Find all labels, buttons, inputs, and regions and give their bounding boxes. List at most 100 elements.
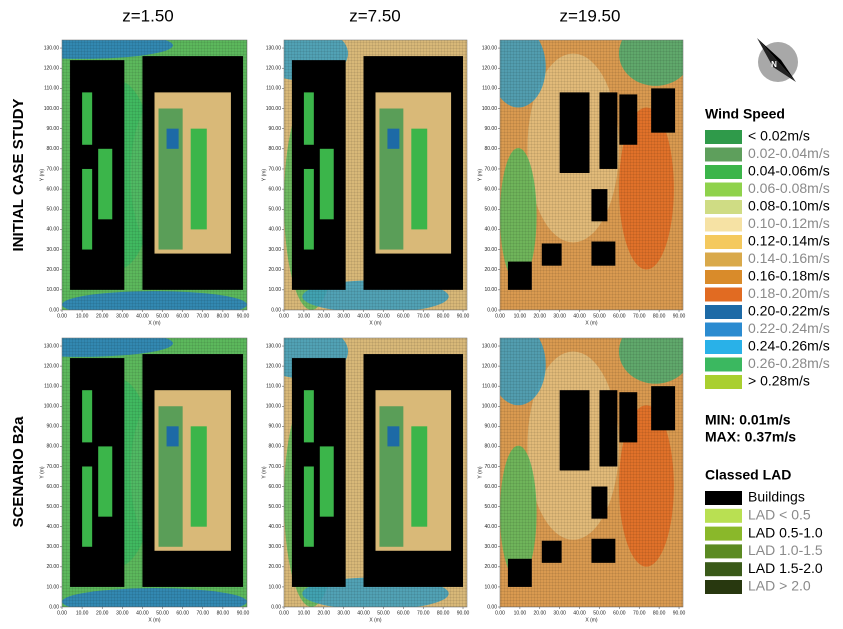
y-tick-label: 20.00 — [46, 564, 59, 570]
y-tick-label: 120.00 — [482, 363, 498, 369]
compass-label: N — [771, 60, 777, 69]
legend-title: Wind Speed — [705, 106, 785, 122]
y-tick-label: 10.00 — [484, 287, 497, 293]
y-tick-label: 80.00 — [268, 444, 281, 450]
legend-label: 0.02-0.04m/s — [748, 145, 830, 161]
building — [592, 241, 616, 265]
y-axis-label: Y (m) — [261, 466, 267, 478]
x-tick-label: 40.00 — [573, 610, 586, 616]
x-axis-label: X (m) — [148, 617, 161, 623]
y-tick-label: 110.00 — [482, 384, 497, 390]
y-tick-label: 50.00 — [268, 207, 281, 213]
legend-swatch — [705, 165, 742, 179]
y-tick-label: 20.00 — [484, 267, 497, 273]
y-tick-label: 70.00 — [484, 166, 497, 172]
y-axis-label: Y (m) — [39, 169, 45, 181]
x-tick-label: 20.00 — [318, 610, 331, 616]
y-tick-label: 70.00 — [268, 464, 281, 470]
vegetation — [320, 446, 334, 516]
building — [70, 358, 124, 587]
wind-map: 0.0010.0020.0030.0040.0050.0060.0070.008… — [257, 27, 470, 327]
y-axis-label: Y (m) — [39, 466, 45, 478]
y-tick-label: 90.00 — [268, 424, 281, 430]
y-tick-label: 90.00 — [46, 424, 59, 430]
y-tick-label: 110.00 — [44, 86, 59, 92]
column-header: z=1.50 — [122, 6, 174, 25]
x-tick-label: 40.00 — [136, 313, 149, 319]
x-tick-label: 90.00 — [673, 313, 686, 319]
building — [560, 390, 590, 470]
x-tick-label: 10.00 — [298, 610, 311, 616]
y-tick-label: 20.00 — [46, 267, 59, 273]
y-tick-label: 10.00 — [268, 287, 281, 293]
y-tick-label: 40.00 — [46, 524, 59, 530]
legend-label: 0.04-0.06m/s — [748, 163, 830, 179]
y-tick-label: 100.00 — [266, 106, 282, 112]
map-area — [491, 21, 692, 310]
vegetation — [304, 466, 314, 546]
y-tick-label: 130.00 — [482, 343, 498, 349]
x-tick-label: 60.00 — [613, 313, 626, 319]
y-tick-label: 120.00 — [482, 66, 498, 72]
legend-swatch — [705, 323, 742, 337]
y-tick-label: 70.00 — [46, 464, 59, 470]
y-tick-label: 110.00 — [482, 86, 497, 92]
x-tick-label: 90.00 — [457, 610, 470, 616]
y-tick-label: 90.00 — [46, 126, 59, 132]
vegetation — [82, 92, 92, 144]
legend-swatch — [705, 130, 742, 144]
y-tick-label: 130.00 — [266, 343, 282, 349]
legend-label: < 0.02m/s — [748, 128, 810, 144]
x-tick-label: 80.00 — [653, 313, 666, 319]
y-tick-label: 70.00 — [46, 166, 59, 172]
x-tick-label: 80.00 — [437, 610, 450, 616]
wind-map: 0.0010.0020.0030.0040.0050.0060.0070.008… — [0, 330, 249, 623]
legend-label: LAD > 2.0 — [748, 578, 811, 594]
x-axis-label: X (m) — [585, 320, 598, 326]
legend-swatch — [705, 544, 742, 558]
x-tick-label: 10.00 — [76, 313, 89, 319]
x-tick-label: 30.00 — [116, 313, 129, 319]
y-tick-label: 60.00 — [46, 484, 59, 490]
x-axis-label: X (m) — [369, 617, 382, 623]
x-tick-label: 30.00 — [337, 313, 350, 319]
column-header: z=19.50 — [560, 6, 621, 25]
y-tick-label: 100.00 — [44, 106, 60, 112]
y-tick-label: 0.00 — [487, 307, 497, 313]
y-tick-label: 80.00 — [268, 146, 281, 152]
vegetation — [304, 169, 314, 250]
x-tick-label: 40.00 — [573, 313, 586, 319]
x-tick-label: 50.00 — [593, 610, 606, 616]
vegetation — [304, 390, 314, 442]
legend-label: 0.26-0.28m/s — [748, 355, 830, 371]
x-tick-label: 20.00 — [318, 313, 331, 319]
x-tick-label: 40.00 — [136, 610, 149, 616]
y-axis-label: Y (m) — [477, 169, 483, 181]
legend-swatch — [705, 200, 742, 214]
x-tick-label: 60.00 — [613, 610, 626, 616]
y-tick-label: 90.00 — [484, 424, 497, 430]
y-tick-label: 40.00 — [268, 524, 281, 530]
x-axis-label: X (m) — [148, 320, 161, 326]
building — [70, 60, 124, 290]
y-tick-label: 0.00 — [49, 307, 59, 313]
legend-label: > 0.28m/s — [748, 373, 810, 389]
building — [560, 92, 590, 173]
x-tick-label: 80.00 — [217, 313, 230, 319]
y-tick-label: 110.00 — [266, 86, 281, 92]
x-tick-label: 90.00 — [237, 313, 250, 319]
x-tick-label: 70.00 — [633, 610, 646, 616]
y-tick-label: 60.00 — [268, 484, 281, 490]
x-tick-label: 50.00 — [377, 313, 390, 319]
y-tick-label: 30.00 — [484, 544, 497, 550]
y-tick-label: 50.00 — [46, 504, 59, 510]
legend-label: Buildings — [748, 489, 805, 505]
y-tick-label: 0.00 — [49, 604, 59, 610]
x-tick-label: 50.00 — [593, 313, 606, 319]
legend-swatch — [705, 305, 742, 319]
legend-swatch — [705, 491, 742, 505]
y-tick-label: 130.00 — [482, 45, 498, 51]
x-tick-label: 30.00 — [337, 610, 350, 616]
y-tick-label: 60.00 — [484, 186, 497, 192]
